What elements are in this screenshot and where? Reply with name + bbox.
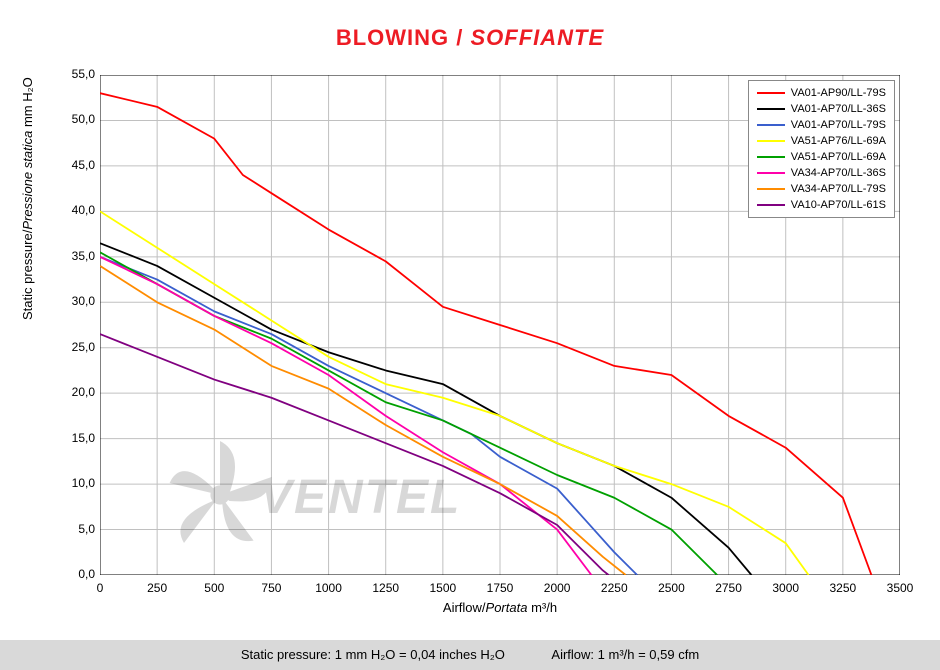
plot-area: VENTEL VA01-AP90/LL-79SVA01-AP70/LL-36SV…: [100, 75, 900, 575]
x-axis-italic: Portata: [486, 600, 528, 615]
y-tick-label: 25,0: [60, 340, 95, 354]
legend-row: VA01-AP90/LL-79S: [757, 85, 886, 101]
x-tick-label: 1000: [314, 581, 344, 595]
legend-label: VA51-AP76/LL-69A: [791, 135, 886, 147]
x-tick-label: 750: [256, 581, 286, 595]
legend-label: VA01-AP90/LL-79S: [791, 87, 886, 99]
y-tick-label: 40,0: [60, 203, 95, 217]
footer-bar: Static pressure: 1 mm H₂O = 0,04 inches …: [0, 640, 940, 670]
legend-row: VA34-AP70/LL-36S: [757, 165, 886, 181]
x-tick-label: 1500: [428, 581, 458, 595]
x-tick-label: 500: [199, 581, 229, 595]
legend-swatch: [757, 188, 785, 190]
x-axis-label: Airflow/Portata m³/h: [100, 600, 900, 615]
title-italic: SOFFIANTE: [471, 25, 605, 50]
x-axis-unit: m³/h: [527, 600, 557, 615]
x-tick-label: 0: [85, 581, 115, 595]
legend-label: VA34-AP70/LL-36S: [791, 167, 886, 179]
x-tick-label: 3250: [828, 581, 858, 595]
x-tick-label: 1250: [371, 581, 401, 595]
y-tick-label: 10,0: [60, 476, 95, 490]
chart-title: BLOWING / SOFFIANTE: [0, 25, 940, 51]
legend-label: VA34-AP70/LL-79S: [791, 183, 886, 195]
x-tick-label: 3000: [771, 581, 801, 595]
legend-swatch: [757, 204, 785, 206]
y-tick-label: 0,0: [60, 567, 95, 581]
legend-row: VA10-AP70/LL-61S: [757, 197, 886, 213]
y-axis-plain: Static pressure/: [20, 230, 35, 320]
legend-row: VA01-AP70/LL-36S: [757, 101, 886, 117]
x-tick-label: 3500: [885, 581, 915, 595]
legend-label: VA01-AP70/LL-36S: [791, 103, 886, 115]
footer-left: Static pressure: 1 mm H₂O = 0,04 inches …: [241, 647, 505, 662]
legend-row: VA01-AP70/LL-79S: [757, 117, 886, 133]
legend-label: VA01-AP70/LL-79S: [791, 119, 886, 131]
y-tick-label: 15,0: [60, 431, 95, 445]
x-tick-label: 250: [142, 581, 172, 595]
x-axis-plain: Airflow/: [443, 600, 486, 615]
y-axis-unit: mm H₂O: [20, 77, 35, 130]
legend-label: VA10-AP70/LL-61S: [791, 199, 886, 211]
legend-swatch: [757, 140, 785, 142]
y-tick-label: 35,0: [60, 249, 95, 263]
footer-right: Airflow: 1 m³/h = 0,59 cfm: [551, 647, 699, 662]
legend-row: VA51-AP70/LL-69A: [757, 149, 886, 165]
y-tick-label: 45,0: [60, 158, 95, 172]
y-tick-label: 5,0: [60, 522, 95, 536]
y-tick-label: 55,0: [60, 67, 95, 81]
y-axis-label: Static pressure/Pressione statica mm H₂O: [20, 77, 35, 320]
x-tick-label: 1750: [485, 581, 515, 595]
legend: VA01-AP90/LL-79S VA01-AP70/LL-36S VA01-AP7…: [748, 80, 895, 218]
legend-label: VA51-AP70/LL-69A: [791, 151, 886, 163]
y-tick-label: 30,0: [60, 294, 95, 308]
legend-swatch: [757, 108, 785, 110]
legend-swatch: [757, 92, 785, 94]
x-tick-label: 2000: [542, 581, 572, 595]
legend-swatch: [757, 156, 785, 158]
y-tick-label: 20,0: [60, 385, 95, 399]
title-sep: /: [449, 25, 470, 50]
chart-container: BLOWING / SOFFIANTE Static pressure/Pres…: [0, 0, 940, 670]
y-tick-label: 50,0: [60, 112, 95, 126]
x-tick-label: 2500: [656, 581, 686, 595]
x-tick-label: 2750: [714, 581, 744, 595]
y-axis-italic: Pressione statica: [20, 131, 35, 230]
legend-swatch: [757, 172, 785, 174]
title-main: BLOWING: [336, 25, 449, 50]
legend-row: VA34-AP70/LL-79S: [757, 181, 886, 197]
x-tick-label: 2250: [599, 581, 629, 595]
legend-swatch: [757, 124, 785, 126]
legend-row: VA51-AP76/LL-69A: [757, 133, 886, 149]
